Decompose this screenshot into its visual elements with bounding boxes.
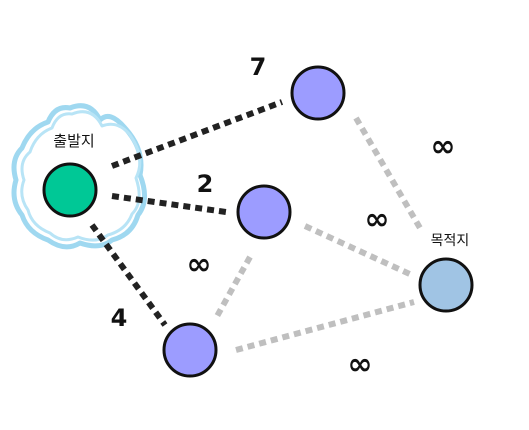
destination-node <box>418 257 474 313</box>
bottom-node <box>162 322 218 378</box>
edge-start-to-middle <box>111 193 227 215</box>
weight-start-to-bottom: 4 <box>111 304 128 332</box>
edge-middle-to-destination <box>303 223 416 279</box>
weight-start-to-top: 7 <box>250 53 267 81</box>
edge-top-to-destination <box>353 116 423 230</box>
start-label: 출발지 <box>53 132 94 150</box>
weight-top-to-destination: ∞ <box>431 129 456 164</box>
edge-bottom-to-destination <box>235 299 415 353</box>
start-highlight-scribble-inner <box>20 110 142 242</box>
edge-middle-to-bottom <box>213 255 253 320</box>
weight-middle-to-destination: ∞ <box>365 202 390 237</box>
weight-bottom-to-destination: ∞ <box>348 347 373 382</box>
start-node <box>42 162 98 218</box>
top-node <box>290 65 346 121</box>
edge-start-to-bottom <box>89 223 168 327</box>
weight-start-to-middle: 2 <box>197 170 214 198</box>
middle-node <box>236 184 292 240</box>
destination-label: 목적지 <box>431 233 470 249</box>
edge-start-to-top <box>110 99 284 169</box>
weight-middle-to-bottom: ∞ <box>187 247 212 282</box>
